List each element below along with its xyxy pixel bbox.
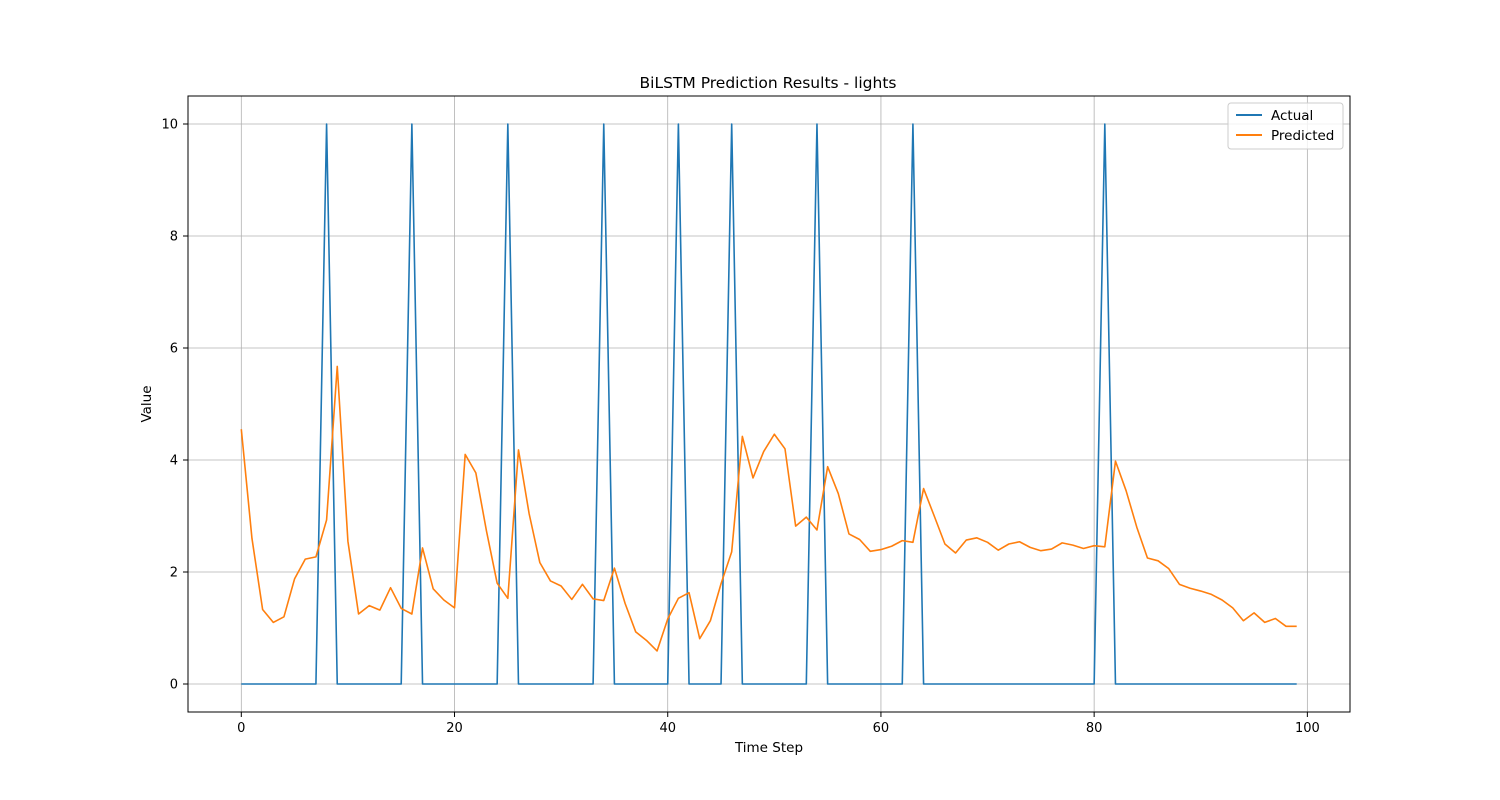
axis-ticks: 0 20 40 60 80 100 0 2 4 6 8 10 bbox=[161, 118, 1319, 737]
chart-title: BiLSTM Prediction Results - lights bbox=[640, 74, 897, 92]
y-tick-label: 10 bbox=[161, 118, 178, 133]
plot-frame bbox=[187, 95, 1351, 713]
legend-label-actual: Actual bbox=[1271, 108, 1313, 124]
y-tick-label: 0 bbox=[170, 678, 178, 693]
x-tick-label: 40 bbox=[659, 721, 676, 736]
series-line-predicted bbox=[240, 365, 1297, 652]
x-tick-label: 20 bbox=[446, 721, 463, 736]
x-tick-label: 0 bbox=[237, 721, 245, 736]
y-tick-label: 8 bbox=[170, 230, 178, 245]
x-tick-label: 60 bbox=[873, 721, 890, 736]
legend: Actual Predicted bbox=[1227, 102, 1344, 150]
y-tick-label: 2 bbox=[170, 566, 178, 581]
y-tick-label: 6 bbox=[170, 342, 178, 357]
x-axis-label: Time Step bbox=[734, 740, 803, 756]
series-lines bbox=[240, 123, 1297, 685]
x-tick-label: 100 bbox=[1295, 721, 1320, 736]
series-line-actual bbox=[241, 123, 1297, 685]
legend-label-predicted: Predicted bbox=[1271, 128, 1334, 144]
x-tick-label: 80 bbox=[1086, 721, 1103, 736]
y-axis-label: Value bbox=[139, 385, 155, 422]
y-tick-label: 4 bbox=[170, 454, 178, 469]
